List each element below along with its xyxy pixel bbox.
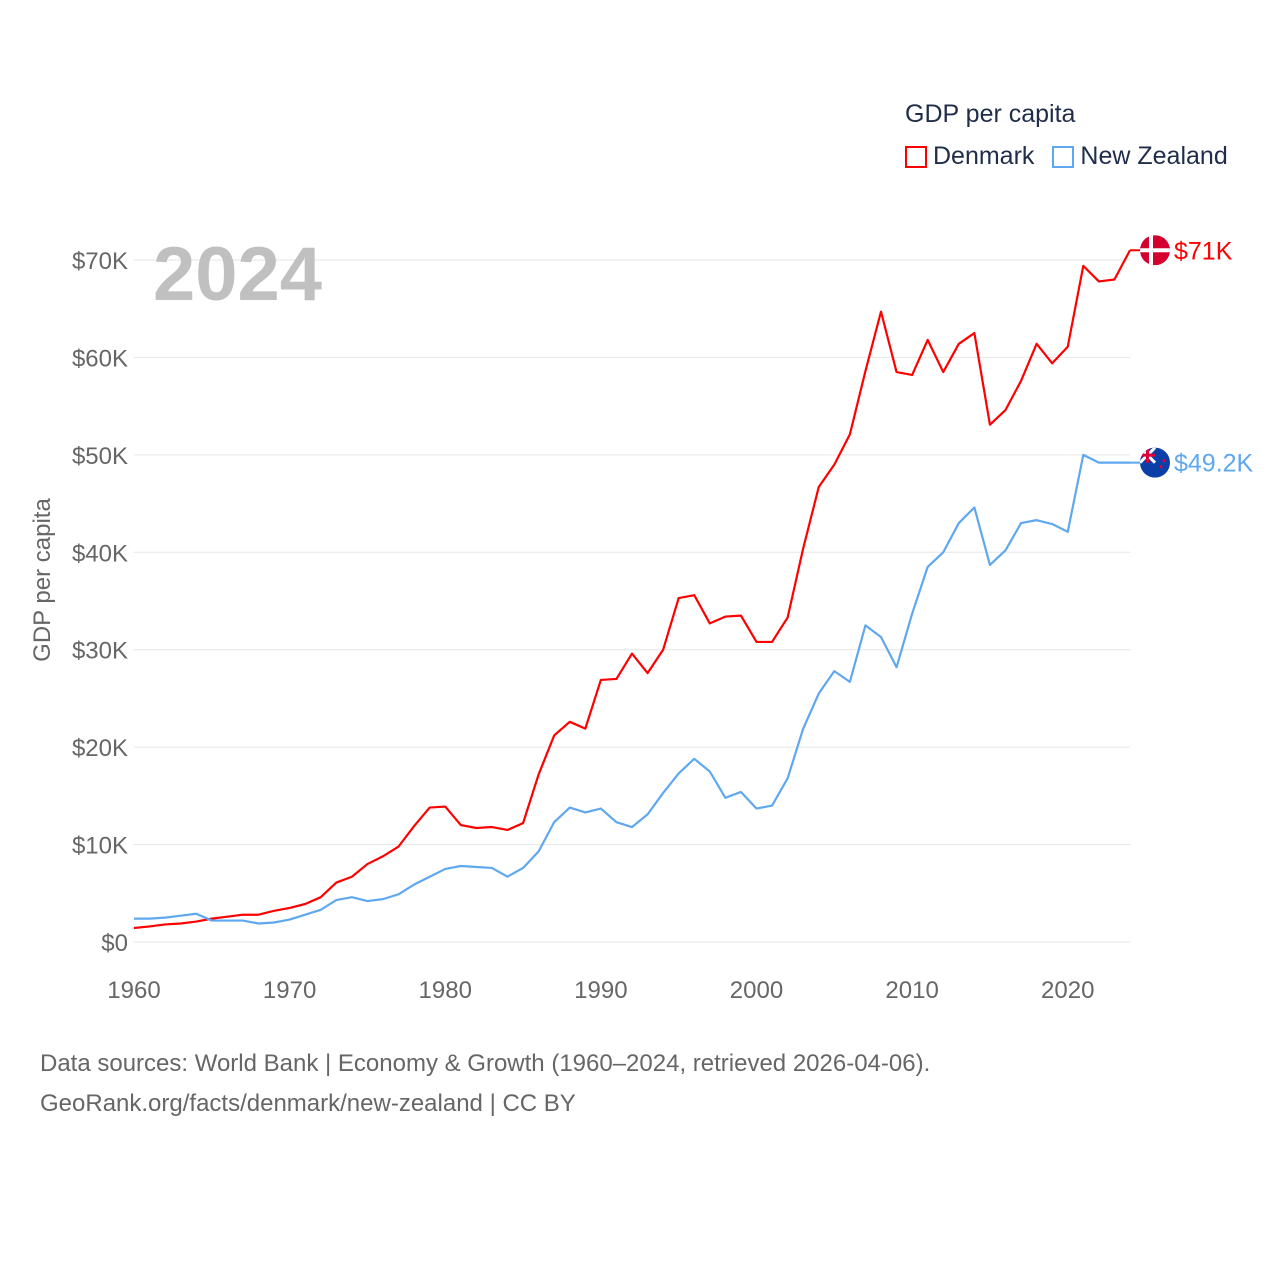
- end-value-label: $71K: [1174, 237, 1233, 265]
- legend-item-new-zealand[interactable]: New Zealand: [1052, 142, 1228, 171]
- year-watermark: 2024: [153, 232, 322, 317]
- legend-swatch-new-zealand: [1052, 145, 1075, 168]
- legend-swatch-denmark: [905, 145, 927, 168]
- footer: Data sources: World Bank | Economy & Gro…: [40, 1044, 930, 1124]
- legend: Denmark New Zealand: [905, 142, 1228, 171]
- legend-label-new-zealand: New Zealand: [1080, 142, 1228, 170]
- legend-item-denmark[interactable]: Denmark: [905, 142, 1034, 171]
- y-tick-label: $20K: [72, 735, 128, 762]
- y-axis-label: GDP per capita: [29, 498, 56, 662]
- source-link[interactable]: GeoRank.org/facts/denmark/new-zealand | …: [40, 1090, 576, 1117]
- series-lines: [133, 249, 1131, 930]
- y-tick-label: $10K: [72, 833, 128, 860]
- x-tick-label: 1970: [263, 977, 316, 1004]
- end-markers: $71K $49.2K: [1130, 235, 1254, 478]
- new-zealand-flag-icon: [1140, 447, 1170, 478]
- series-line-denmark: [133, 249, 1131, 930]
- x-tick-label: 2000: [730, 977, 783, 1004]
- y-tick-label: $60K: [72, 345, 128, 372]
- data-sources: Data sources: World Bank | Economy & Gro…: [40, 1050, 931, 1077]
- legend-label-denmark: Denmark: [933, 142, 1035, 170]
- end-value-label: $49.2K: [1174, 450, 1254, 478]
- y-tick-label: $70K: [72, 248, 128, 275]
- y-tick-label: $40K: [72, 540, 128, 567]
- x-tick-label: 1960: [107, 977, 160, 1004]
- y-tick-label: $30K: [72, 638, 128, 665]
- x-tick-label: 1990: [574, 977, 627, 1004]
- series-line-new-zealand: [134, 453, 1130, 925]
- y-tick-label: $0: [101, 930, 128, 957]
- x-tick-label: 2010: [885, 977, 938, 1004]
- x-tick-label: 2020: [1041, 977, 1094, 1004]
- denmark-flag-icon: [1140, 235, 1170, 266]
- y-tick-label: $50K: [72, 443, 128, 470]
- legend-title: GDP per capita: [905, 100, 1076, 128]
- y-axis: $0 $10K $20K $30K $40K $50K $60K $70K: [72, 248, 128, 957]
- x-tick-label: 1980: [419, 977, 472, 1004]
- gridlines: [134, 259, 1130, 943]
- x-axis: 1960 1970 1980 1990 2000 2010 2020: [107, 977, 1094, 1004]
